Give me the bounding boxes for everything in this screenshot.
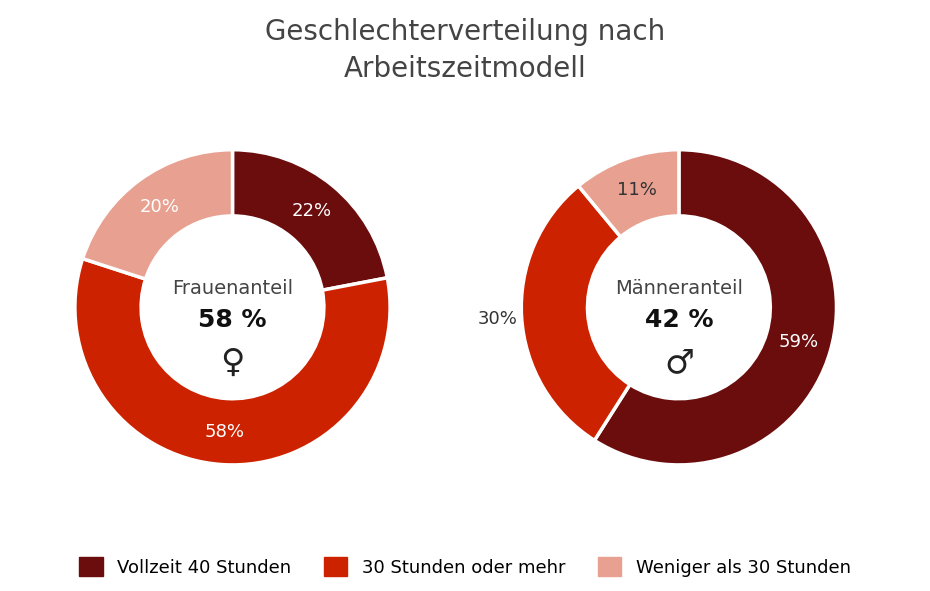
Text: 22%: 22% [292, 202, 332, 220]
Text: Männeranteil: Männeranteil [615, 279, 743, 298]
Text: 11%: 11% [617, 181, 657, 199]
Text: Geschlechterverteilung nach
Arbeitszeitmodell: Geschlechterverteilung nach Arbeitszeitm… [265, 18, 665, 83]
Wedge shape [578, 150, 679, 237]
Text: ♀: ♀ [220, 346, 245, 379]
Wedge shape [75, 259, 390, 465]
Text: 30%: 30% [478, 310, 518, 327]
Legend: Vollzeit 40 Stunden, 30 Stunden oder mehr, Weniger als 30 Stunden: Vollzeit 40 Stunden, 30 Stunden oder meh… [73, 551, 857, 582]
Text: 20%: 20% [140, 197, 179, 216]
Wedge shape [83, 150, 232, 279]
Wedge shape [594, 150, 836, 465]
Text: 59%: 59% [778, 333, 818, 351]
Text: 58%: 58% [205, 423, 245, 440]
Text: 58 %: 58 % [198, 308, 267, 332]
Wedge shape [522, 186, 630, 440]
Text: Frauenanteil: Frauenanteil [172, 279, 293, 298]
Text: ♂: ♂ [664, 346, 694, 379]
Wedge shape [232, 150, 387, 290]
Text: 42 %: 42 % [644, 308, 713, 332]
